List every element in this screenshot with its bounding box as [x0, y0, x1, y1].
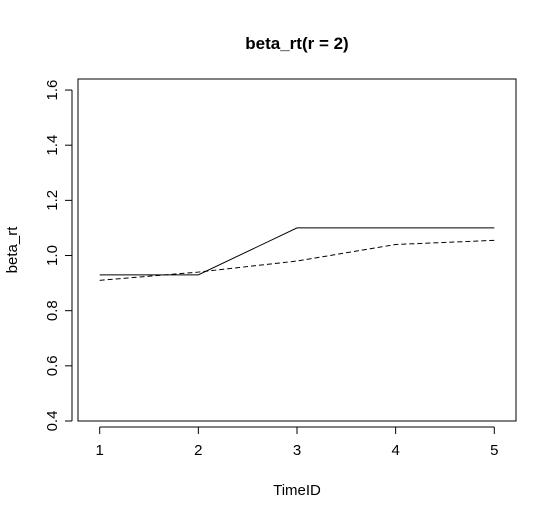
chart-title: beta_rt(r = 2) [245, 34, 348, 53]
series-layer [99, 227, 495, 281]
y-tick-label: 1.0 [44, 245, 61, 266]
y-axis-label: beta_rt [4, 226, 21, 274]
x-tick-label: 2 [194, 442, 202, 459]
x-tick-label: 1 [96, 442, 104, 459]
y-tick-label: 1.6 [44, 80, 61, 101]
plot-frame [77, 78, 517, 422]
y-tick-label: 1.4 [44, 135, 61, 156]
y-tick-label: 1.2 [44, 190, 61, 211]
series-line-solid [99, 227, 495, 276]
x-tick-label: 5 [490, 442, 498, 459]
x-axis-label: TimeID [273, 482, 321, 499]
series-line-dashed [99, 239, 495, 281]
y-tick-label: 0.8 [44, 300, 61, 321]
x-axis: 1 2 3 4 5 [96, 426, 498, 459]
x-tick-label: 4 [391, 442, 399, 459]
y-axis: 0.4 0.6 0.8 1.0 1.2 1.4 1.6 [44, 80, 73, 432]
y-tick-label: 0.6 [44, 355, 61, 376]
y-tick-label: 0.4 [44, 411, 61, 432]
x-tick-label: 3 [293, 442, 301, 459]
